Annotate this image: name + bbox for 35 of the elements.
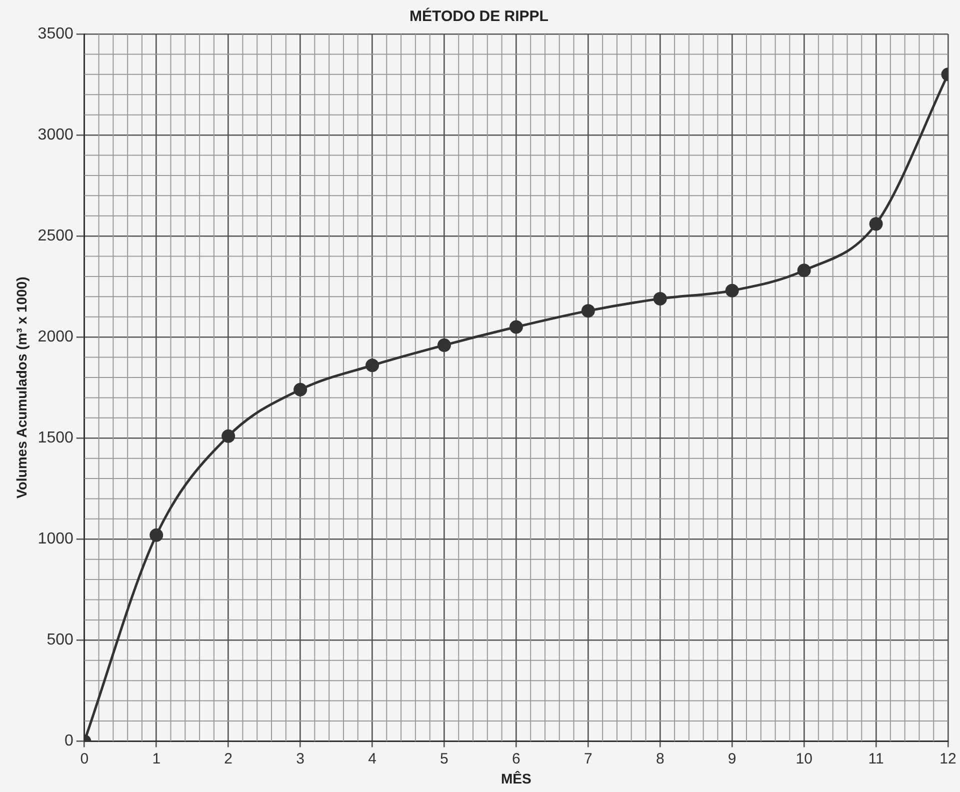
chart-title: MÉTODO DE RIPPL [410,7,548,26]
point [366,358,380,372]
x-tick-label: 4 [368,750,376,768]
x-tick-label: 2 [224,750,232,768]
x-tick-label: 8 [656,750,664,768]
x-tick-label: 1 [152,750,161,768]
x-tick-label: 9 [728,750,736,768]
x-axis-title: MÊS [501,770,532,786]
point [222,429,236,443]
y-axis-title: Volumes Acumulados (m³ x 1000) [13,276,30,498]
y-tick-label: 2500 [38,227,74,244]
y-tick-label: 500 [46,632,74,649]
x-tick-label: 3 [296,750,304,768]
x-tick-label: 0 [80,750,89,768]
point [437,338,451,352]
x-tick-label: 6 [512,750,520,768]
y-tick-label: 3500 [38,25,74,42]
x-tick-label: 7 [584,750,592,768]
y-tick-label: 0 [64,732,74,750]
point [653,292,667,306]
y-tick-label: 1500 [38,430,74,447]
x-tick-label: 12 [940,750,956,768]
point [725,284,739,298]
y-tick-label: 3000 [38,126,74,144]
y-tick-label: 2000 [38,328,74,346]
point [869,217,883,231]
y-tick-label: 1000 [38,530,74,548]
x-tick-label: 10 [796,750,812,768]
point [509,320,523,334]
x-tick-label: 5 [440,750,448,768]
point [797,264,811,278]
point [581,304,595,318]
point [294,382,308,396]
x-tick-label: 11 [868,750,884,768]
point [150,528,164,542]
